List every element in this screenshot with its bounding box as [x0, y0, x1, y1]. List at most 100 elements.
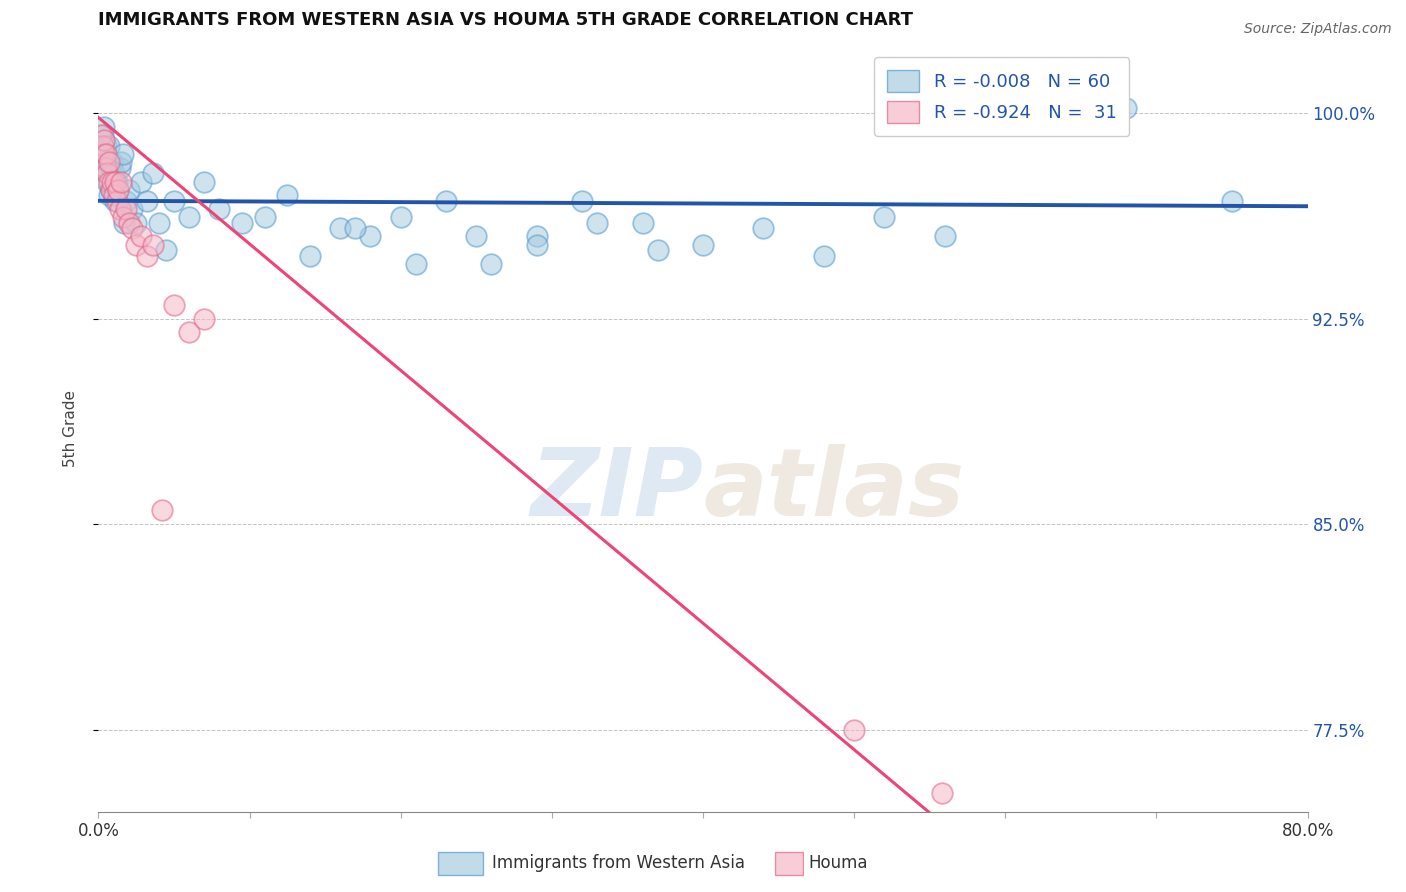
Point: [96, 175, 118, 189]
Point: [692, 237, 714, 252]
FancyBboxPatch shape: [775, 852, 803, 875]
Text: Immigrants from Western Asia: Immigrants from Western Asia: [492, 855, 745, 872]
Point: [94, 166, 117, 180]
Point: [118, 216, 141, 230]
Point: [155, 243, 177, 257]
Point: [91, 139, 114, 153]
Point: [93, 133, 115, 147]
Point: [631, 216, 654, 230]
Point: [107, 183, 129, 197]
Point: [91, 128, 114, 142]
Point: [163, 194, 186, 208]
Point: [98, 188, 121, 202]
Point: [110, 155, 132, 169]
Point: [114, 202, 136, 216]
Point: [98, 139, 121, 153]
Point: [96, 166, 118, 180]
Point: [873, 210, 896, 224]
Point: [111, 210, 134, 224]
Point: [98, 175, 121, 189]
Point: [105, 175, 128, 189]
Point: [103, 188, 125, 202]
Text: ZIP: ZIP: [530, 443, 703, 535]
Text: IMMIGRANTS FROM WESTERN ASIA VS HOUMA 5TH GRADE CORRELATION CHART: IMMIGRANTS FROM WESTERN ASIA VS HOUMA 5T…: [98, 12, 914, 29]
Point: [526, 237, 548, 252]
Point: [96, 155, 118, 169]
Point: [142, 166, 165, 180]
Legend: R = -0.008   N = 60, R = -0.924   N =  31: R = -0.008 N = 60, R = -0.924 N = 31: [875, 57, 1129, 136]
Point: [148, 216, 170, 230]
Point: [111, 147, 134, 161]
Point: [108, 161, 131, 175]
Point: [193, 175, 215, 189]
Point: [100, 161, 122, 175]
Point: [90, 155, 112, 169]
Point: [179, 325, 201, 339]
Point: [94, 139, 117, 153]
Point: [231, 216, 253, 230]
Point: [844, 723, 866, 737]
Point: [98, 155, 121, 169]
Point: [114, 194, 136, 208]
Point: [276, 188, 298, 202]
Point: [125, 216, 148, 230]
Point: [360, 229, 382, 244]
Text: Houma: Houma: [808, 855, 868, 872]
Point: [752, 221, 775, 235]
Point: [299, 248, 322, 262]
Point: [389, 210, 412, 224]
Point: [647, 243, 669, 257]
Point: [93, 120, 115, 134]
Y-axis label: 5th Grade: 5th Grade: [63, 390, 77, 467]
Point: [103, 166, 125, 180]
Point: [94, 161, 117, 175]
Point: [150, 503, 173, 517]
Point: [100, 183, 122, 197]
Point: [100, 183, 122, 197]
Point: [129, 175, 152, 189]
Point: [208, 202, 231, 216]
Point: [193, 311, 215, 326]
Point: [118, 183, 141, 197]
Point: [125, 237, 148, 252]
Point: [465, 229, 488, 244]
Point: [94, 147, 117, 161]
Point: [135, 248, 157, 262]
Point: [107, 183, 129, 197]
Point: [142, 237, 165, 252]
Point: [329, 221, 352, 235]
Point: [105, 194, 128, 208]
Point: [121, 202, 143, 216]
Point: [163, 298, 186, 312]
Point: [1115, 101, 1137, 115]
Point: [104, 175, 127, 189]
Point: [253, 210, 276, 224]
Point: [135, 194, 157, 208]
Point: [344, 221, 367, 235]
Point: [434, 194, 457, 208]
Point: [526, 229, 548, 244]
Point: [586, 216, 609, 230]
Point: [571, 194, 593, 208]
Point: [93, 147, 115, 161]
Point: [405, 257, 427, 271]
Point: [1220, 194, 1243, 208]
Point: [101, 155, 124, 169]
Point: [104, 194, 127, 208]
Point: [90, 128, 112, 142]
Point: [110, 175, 132, 189]
Point: [813, 248, 835, 262]
Point: [931, 785, 953, 799]
Point: [934, 229, 956, 244]
Point: [481, 257, 503, 271]
FancyBboxPatch shape: [439, 852, 482, 875]
Point: [129, 229, 152, 244]
Point: [91, 139, 114, 153]
Text: atlas: atlas: [703, 443, 965, 535]
Point: [121, 221, 143, 235]
Point: [101, 175, 124, 189]
Point: [112, 216, 135, 230]
Text: Source: ZipAtlas.com: Source: ZipAtlas.com: [1244, 22, 1392, 37]
Point: [179, 210, 201, 224]
Point: [108, 202, 131, 216]
